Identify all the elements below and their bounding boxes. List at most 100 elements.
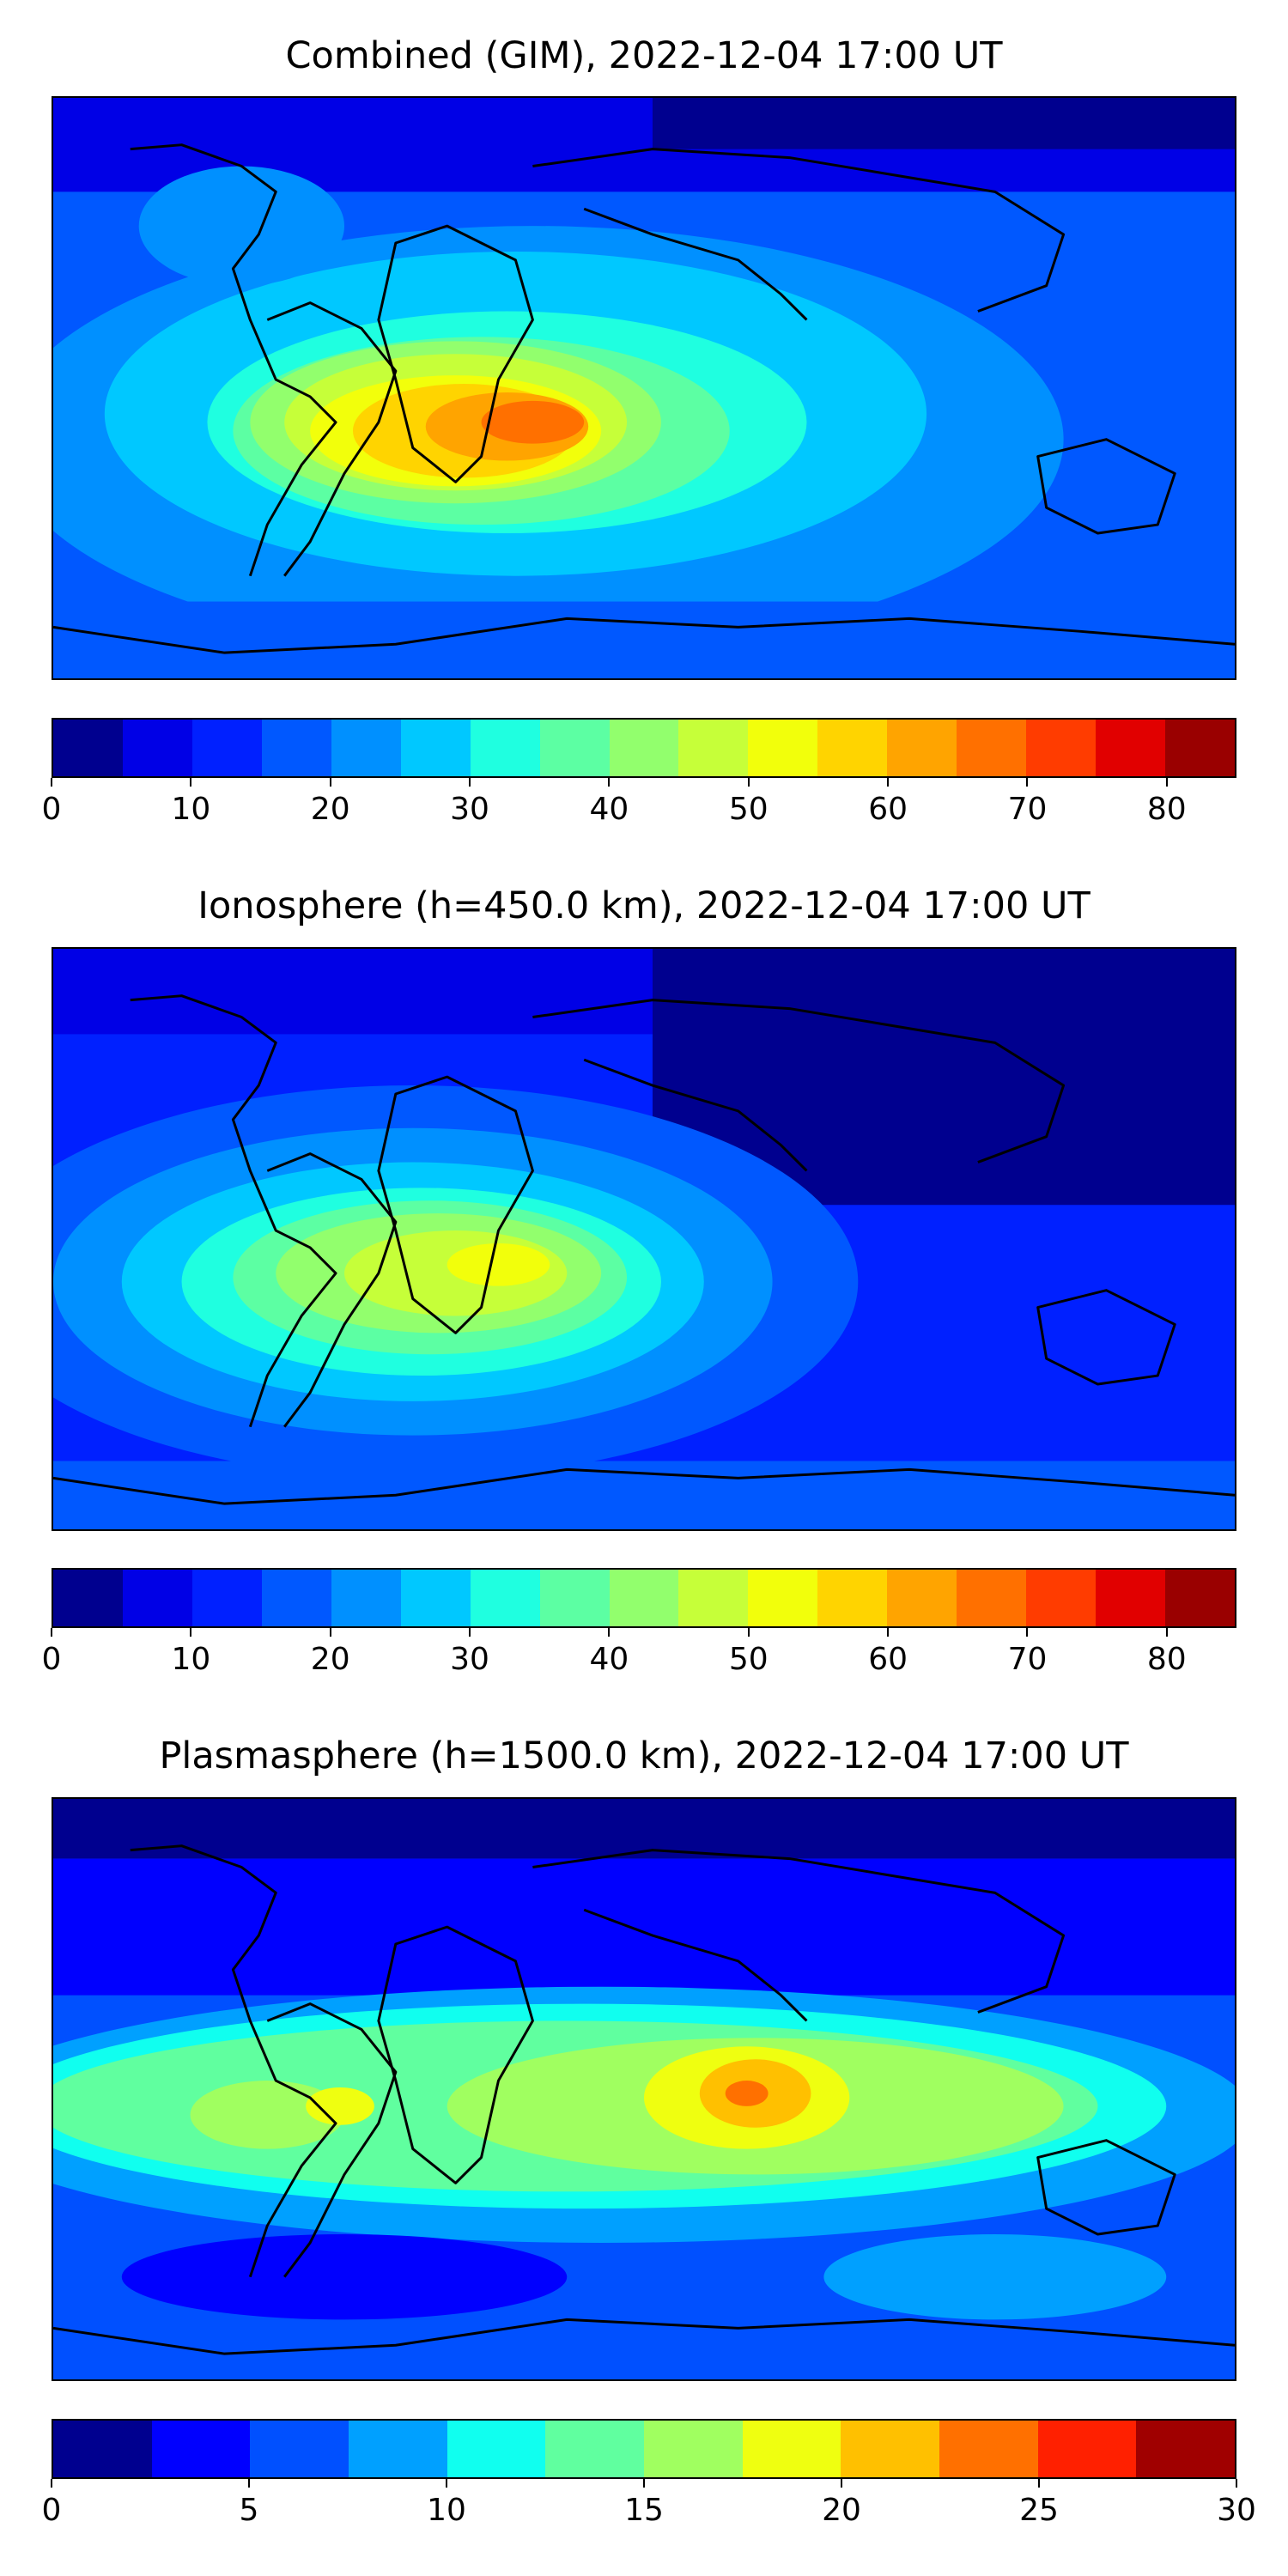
colorbar-tick xyxy=(747,1628,750,1637)
colorbar-tick xyxy=(643,2479,645,2488)
colorbar-tick-label: 0 xyxy=(41,2493,62,2528)
colorbar-cell xyxy=(939,2421,1038,2477)
colorbar-tick xyxy=(329,778,331,787)
colorbar-cell xyxy=(887,720,957,776)
colorbar-tick xyxy=(841,2479,842,2488)
colorbar-tick-label: 20 xyxy=(822,2493,861,2528)
colorbar-tick-label: 10 xyxy=(427,2493,466,2528)
colorbar-tick-label: 40 xyxy=(589,792,629,827)
colorbar-cell xyxy=(887,1570,957,1626)
colorbar-cell xyxy=(261,1570,331,1626)
colorbar-tick xyxy=(446,2479,447,2488)
colorbar-cell xyxy=(1096,720,1165,776)
colorbar-tick xyxy=(51,1628,52,1637)
colorbar-cell xyxy=(331,1570,401,1626)
colorbar-tick-label: 60 xyxy=(868,1642,908,1677)
colorbar-tick xyxy=(1165,1628,1168,1637)
colorbar-cell xyxy=(1136,2421,1236,2477)
panel-3-colorbar xyxy=(52,2419,1236,2479)
colorbar-cell xyxy=(609,720,679,776)
colorbar-tick-label: 30 xyxy=(450,792,489,827)
panel-1-title: Combined (GIM), 2022-12-04 17:00 UT xyxy=(285,34,1003,77)
colorbar-tick xyxy=(329,1628,331,1637)
colorbar-cell xyxy=(545,2421,645,2477)
colorbar-cell xyxy=(331,720,401,776)
colorbar-cell xyxy=(400,1570,471,1626)
colorbar-cell xyxy=(1026,1570,1097,1626)
colorbar-cell xyxy=(957,720,1027,776)
colorbar-tick xyxy=(1165,778,1168,787)
colorbar-cell xyxy=(400,720,471,776)
colorbar-tick xyxy=(1236,2479,1237,2488)
colorbar-tick xyxy=(190,1628,192,1637)
colorbar-cell xyxy=(957,1570,1027,1626)
colorbar-tick xyxy=(1038,2479,1040,2488)
colorbar-cell xyxy=(539,720,610,776)
colorbar-cell xyxy=(841,2421,940,2477)
colorbar-tick-label: 30 xyxy=(450,1642,489,1677)
colorbar-cell xyxy=(53,1570,123,1626)
colorbar-tick xyxy=(747,778,750,787)
colorbar-tick-label: 50 xyxy=(728,1642,769,1677)
colorbar-tick-label: 80 xyxy=(1146,792,1187,827)
panel-2-title: Ionosphere (h=450.0 km), 2022-12-04 17:0… xyxy=(197,884,1091,927)
colorbar-tick xyxy=(248,2479,250,2488)
colorbar-tick-label: 25 xyxy=(1019,2493,1059,2528)
panel-2-colorbar xyxy=(52,1568,1236,1628)
colorbar-cell xyxy=(447,2421,546,2477)
colorbar-tick-label: 70 xyxy=(1007,792,1048,827)
colorbar-tick xyxy=(887,1628,890,1637)
colorbar-tick xyxy=(608,1628,611,1637)
colorbar-tick xyxy=(469,1628,471,1637)
colorbar-cell xyxy=(644,2421,743,2477)
colorbar-cell xyxy=(1026,720,1097,776)
colorbar-cell xyxy=(817,1570,888,1626)
colorbar-cell xyxy=(678,720,749,776)
colorbar-cell xyxy=(250,2421,349,2477)
colorbar-tick xyxy=(51,778,52,787)
colorbar-tick xyxy=(608,778,611,787)
colorbar-cell xyxy=(817,720,888,776)
panel-1-colorbar-ticks: 0 10 20 30 40 50 60 70 80 xyxy=(42,778,1236,829)
colorbar-tick xyxy=(51,2479,52,2488)
colorbar-tick-label: 15 xyxy=(624,2493,664,2528)
colorbar-tick-label: 10 xyxy=(171,792,211,827)
colorbar-tick-label: 80 xyxy=(1146,1642,1187,1677)
colorbar-cell xyxy=(470,720,540,776)
colorbar-cell xyxy=(1037,2421,1137,2477)
colorbar-tick-label: 20 xyxy=(310,1642,350,1677)
colorbar-cell xyxy=(1165,1570,1235,1626)
colorbar-cell xyxy=(53,720,123,776)
panel-2-map xyxy=(52,947,1236,1531)
panel-1-colorbar xyxy=(52,718,1236,778)
colorbar-tick-label: 40 xyxy=(589,1642,629,1677)
colorbar-tick-label: 0 xyxy=(41,1642,62,1677)
colorbar-tick-label: 0 xyxy=(41,792,62,827)
colorbar-cell xyxy=(191,720,262,776)
colorbar-tick xyxy=(1026,778,1029,787)
colorbar-tick-label: 10 xyxy=(171,1642,211,1677)
panel-3-title: Plasmasphere (h=1500.0 km), 2022-12-04 1… xyxy=(159,1735,1129,1777)
colorbar-cell xyxy=(748,720,818,776)
colorbar-cell xyxy=(742,2421,841,2477)
colorbar-tick-label: 20 xyxy=(310,792,350,827)
panel-3-map xyxy=(52,1797,1236,2381)
colorbar-cell xyxy=(122,720,192,776)
colorbar-cell xyxy=(122,1570,192,1626)
colorbar-tick xyxy=(1026,1628,1029,1637)
colorbar-tick-label: 50 xyxy=(728,792,769,827)
colorbar-cell xyxy=(151,2421,251,2477)
colorbar-cell xyxy=(609,1570,679,1626)
colorbar-cell xyxy=(53,2421,152,2477)
colorbar-cell xyxy=(678,1570,749,1626)
colorbar-tick xyxy=(887,778,890,787)
colorbar-tick-label: 5 xyxy=(239,2493,259,2528)
colorbar-cell xyxy=(539,1570,610,1626)
colorbar-tick xyxy=(469,778,471,787)
colorbar-tick-label: 70 xyxy=(1007,1642,1048,1677)
colorbar-tick-label: 30 xyxy=(1217,2493,1256,2528)
colorbar-cell xyxy=(191,1570,262,1626)
panel-1-map xyxy=(52,96,1236,680)
colorbar-cell xyxy=(1096,1570,1165,1626)
colorbar-cell xyxy=(470,1570,540,1626)
